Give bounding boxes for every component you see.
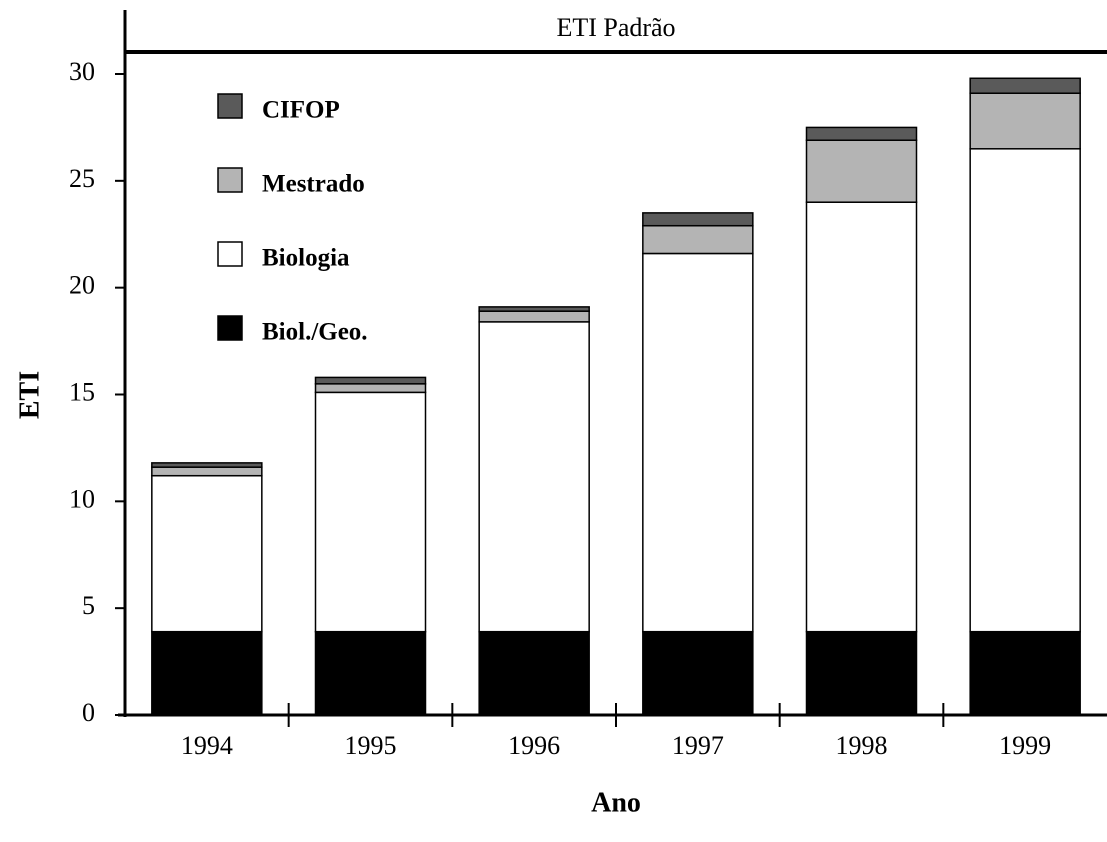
x-tick-label: 1994: [181, 731, 233, 760]
x-tick-label: 1997: [672, 731, 724, 760]
legend-swatch: [217, 167, 243, 193]
x-tick-label: 1999: [999, 731, 1051, 760]
bar-segment: [805, 126, 918, 141]
bar-segment: [969, 630, 1081, 716]
legend-label: Biol./Geo.: [262, 319, 368, 346]
legend-label: Mestrado: [262, 171, 365, 198]
bar-segment: [642, 212, 754, 227]
bar-segment: [478, 321, 590, 633]
y-tick-label: 25: [69, 164, 95, 193]
bar-segment: [642, 224, 754, 255]
bar-segment: [805, 630, 918, 716]
legend-swatch: [217, 93, 243, 119]
y-tick-label: 10: [69, 484, 95, 513]
y-tick-label: 30: [69, 57, 95, 86]
x-tick-label: 1996: [508, 731, 560, 760]
y-tick-label: 20: [69, 271, 95, 300]
x-axis-title: Ano: [591, 787, 641, 818]
bar-segment: [314, 383, 427, 394]
bar-segment: [151, 462, 263, 468]
y-tick-label: 15: [69, 377, 95, 406]
bar-segment: [314, 630, 427, 716]
bar-segment: [151, 466, 263, 477]
bar-segment: [969, 92, 1081, 150]
legend-swatch: [217, 241, 243, 267]
bar-segment: [642, 252, 754, 633]
x-tick-label: 1998: [836, 731, 888, 760]
bar-segment: [805, 139, 918, 203]
legend-swatch: [217, 315, 243, 341]
y-tick-label: 0: [82, 698, 95, 727]
bar-segment: [805, 201, 918, 633]
legend-label: CIFOP: [262, 97, 340, 124]
chart-title: ETI Padrão: [556, 13, 675, 42]
legend-label: Biologia: [262, 245, 350, 272]
bar-segment: [969, 148, 1081, 633]
bar-segment: [478, 306, 590, 312]
x-tick-label: 1995: [345, 731, 397, 760]
bar-segment: [151, 630, 263, 716]
bar-segment: [478, 630, 590, 716]
bar-segment: [314, 391, 427, 633]
y-tick-label: 5: [82, 591, 95, 620]
bar-segment: [969, 77, 1081, 94]
bar-segment: [642, 630, 754, 716]
bar-segment: [151, 474, 263, 633]
bar-segment: [478, 310, 590, 323]
bar-segment: [314, 376, 427, 385]
y-axis-title: ETI: [14, 371, 45, 419]
